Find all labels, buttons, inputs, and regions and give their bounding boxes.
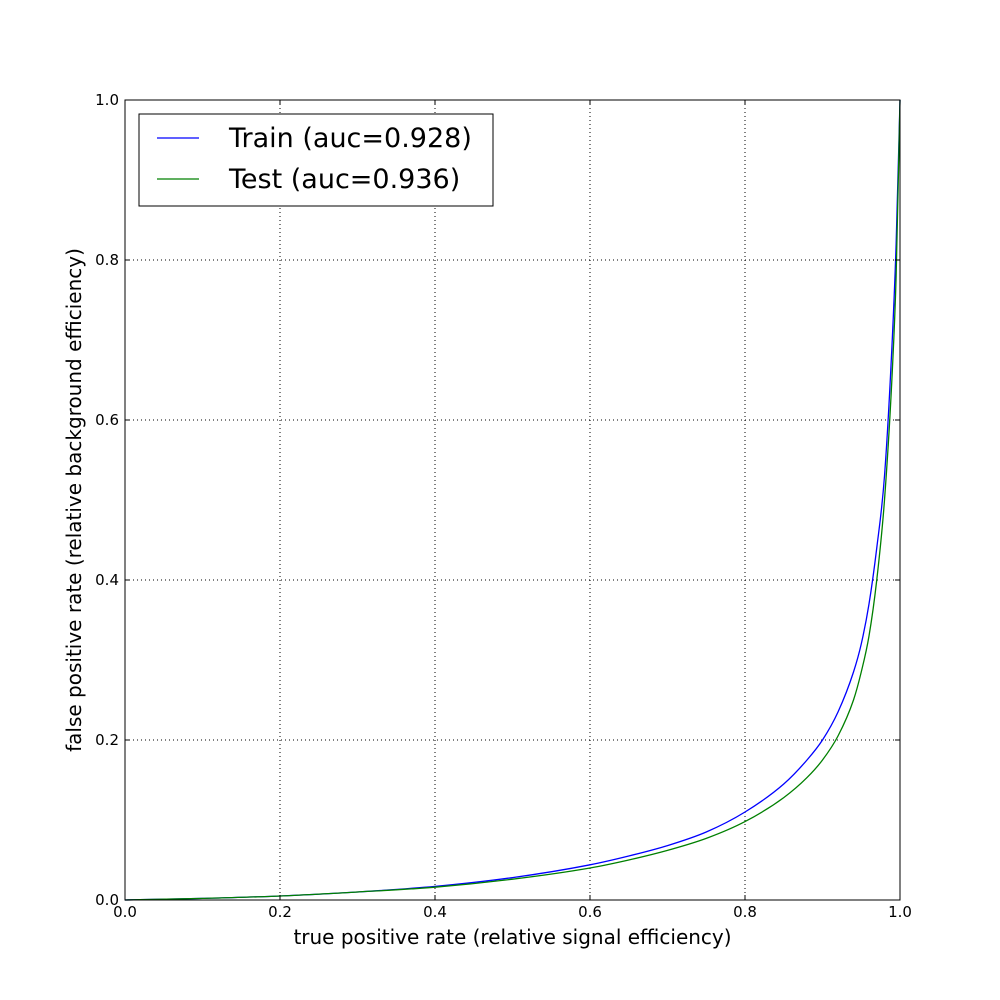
grid-lines xyxy=(125,100,900,900)
legend-label-train: Train (auc=0.928) xyxy=(228,123,472,154)
y-tick-label: 1.0 xyxy=(95,91,119,109)
y-tick-label: 0.2 xyxy=(95,731,119,749)
x-tick-label: 0.8 xyxy=(733,903,757,921)
y-tick-label: 0.4 xyxy=(95,571,119,589)
x-tick-label: 0.6 xyxy=(578,903,602,921)
x-tick-label: 0.0 xyxy=(113,903,137,921)
y-tick-label: 0.8 xyxy=(95,251,119,269)
x-tick-label: 1.0 xyxy=(888,903,912,921)
plot-frame xyxy=(124,99,901,901)
x-axis-label: true positive rate (relative signal effi… xyxy=(293,925,731,949)
axis-ticks: 0.0 0.2 0.4 0.6 0.8 1.0 0.0 0.2 0.4 0.6 0.8 1.0 xyxy=(95,91,912,921)
x-tick-label: 0.2 xyxy=(268,903,292,921)
plot-area xyxy=(125,100,900,900)
y-tick-label: 0.6 xyxy=(95,411,119,429)
series-line-test xyxy=(124,99,901,901)
legend-label-test: Test (auc=0.936) xyxy=(228,164,460,195)
y-tick-label: 0.0 xyxy=(95,891,119,909)
y-axis-label: false positive rate (relative background… xyxy=(62,248,86,752)
legend-box xyxy=(138,113,494,207)
legend: Train (auc=0.928) Test (auc=0.936) xyxy=(138,113,494,207)
series-lines xyxy=(124,99,901,901)
x-tick-label: 0.4 xyxy=(423,903,447,921)
